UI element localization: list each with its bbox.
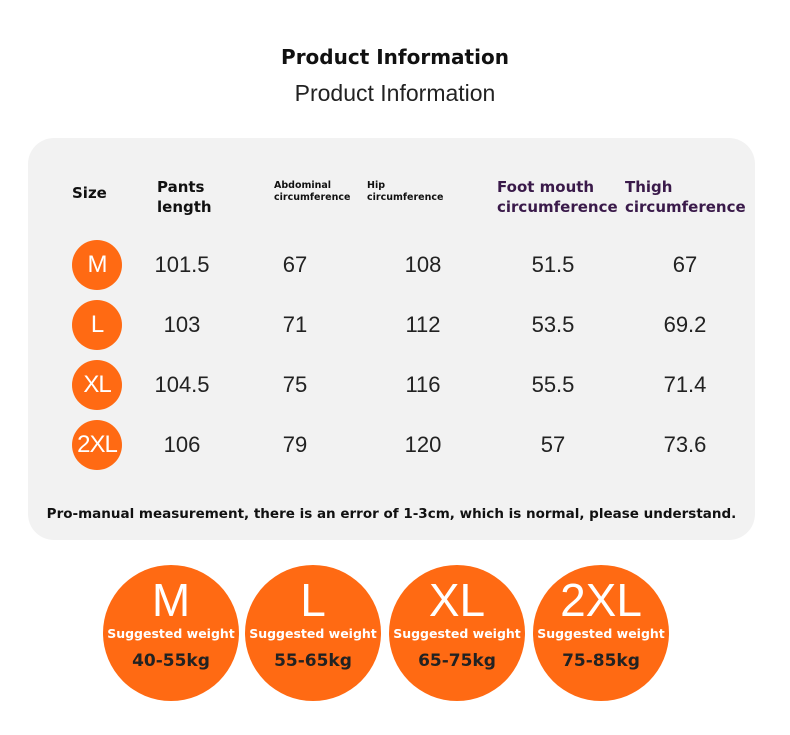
- weight-circle: [533, 565, 669, 701]
- table-cell: 73.6: [663, 432, 707, 457]
- table-cell: 108: [404, 252, 442, 277]
- title: Product Information: [281, 45, 509, 69]
- column-header: Size: [72, 184, 107, 202]
- table-cell: 55.5: [531, 372, 575, 397]
- note: Pro-manual measurement, there is an erro…: [46, 506, 737, 522]
- weight-label: Suggested weight: [537, 626, 665, 641]
- table-cell: 67: [672, 252, 698, 277]
- table-cell: 104.5: [154, 372, 210, 397]
- size-badge: XL: [72, 360, 122, 410]
- table-cell: 79: [282, 432, 308, 457]
- table-cell: 106: [163, 432, 201, 457]
- weight-size: M: [151, 574, 191, 626]
- table-cell: 75: [282, 372, 308, 397]
- weight-label: Suggested weight: [249, 626, 377, 641]
- size-badge: M: [72, 240, 122, 290]
- weight-circle: [389, 565, 525, 701]
- weight-size: XL: [428, 574, 486, 626]
- weight-label: Suggested weight: [393, 626, 521, 641]
- weight-range: 40-55kg: [132, 651, 210, 671]
- weight-size: 2XL: [560, 574, 642, 626]
- table-cell: 116: [405, 372, 441, 397]
- table-cell: 103: [163, 312, 201, 337]
- column-header: Foot mouth circumference: [497, 178, 618, 216]
- table-cell: 69.2: [663, 312, 707, 337]
- table-cell: 51.5: [531, 252, 575, 277]
- panel: [28, 138, 755, 540]
- weight-label: Suggested weight: [107, 626, 235, 641]
- table-cell: 71: [282, 312, 308, 337]
- weight-circle: [103, 565, 239, 701]
- weight-range: 55-65kg: [274, 651, 352, 671]
- table-cell: 57: [540, 432, 566, 457]
- weight-size: L: [300, 574, 326, 626]
- table-cell: 120: [404, 432, 442, 457]
- table-cell: 53.5: [531, 312, 575, 337]
- column-header: Thigh circumference: [625, 178, 746, 216]
- table-cell: 67: [282, 252, 308, 277]
- column-header: Hip circumference: [367, 180, 444, 204]
- weight-range: 65-75kg: [418, 651, 496, 671]
- weight-circle: [245, 565, 381, 701]
- table-cell: 71.4: [663, 372, 707, 397]
- size-badge: L: [72, 300, 122, 350]
- table-cell: 112: [405, 312, 441, 337]
- table-cell: 101.5: [154, 252, 210, 277]
- subtitle: Product Information: [294, 80, 496, 106]
- weight-range: 75-85kg: [562, 651, 640, 671]
- column-header: Abdominal circumference: [274, 180, 351, 204]
- column-header: Pants length: [157, 178, 212, 216]
- size-badge: 2XL: [72, 420, 122, 470]
